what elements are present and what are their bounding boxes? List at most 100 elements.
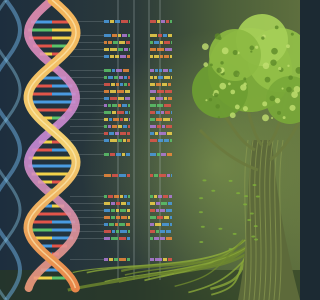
sequence-bar	[110, 90, 116, 93]
sequence-bar	[120, 230, 127, 233]
sequence-bar	[109, 118, 112, 121]
sequence-bar	[150, 174, 153, 177]
sequence-bar	[104, 111, 111, 114]
falling-leaf	[228, 179, 233, 182]
trunk-fiber	[273, 139, 279, 300]
falling-leaf	[200, 225, 205, 228]
sequence-bar	[169, 69, 172, 72]
sequence-bar	[127, 132, 130, 135]
sequence-bar	[162, 125, 165, 128]
falling-leaf	[254, 238, 259, 241]
sequence-bar	[168, 34, 172, 37]
leaf	[234, 104, 240, 110]
sequence-bar	[163, 258, 167, 261]
falling-leaf	[199, 241, 204, 244]
leaf	[250, 50, 253, 53]
tree-layer	[67, 14, 300, 300]
sequence-bar	[150, 90, 156, 93]
sequence-bar	[165, 48, 172, 51]
sequence-bar	[104, 48, 109, 51]
leaf	[203, 62, 209, 67]
leaf	[278, 67, 282, 71]
sequence-bar	[150, 76, 153, 79]
sequence-bar	[116, 209, 119, 212]
sequence-bar	[120, 195, 123, 198]
leaf	[291, 91, 298, 99]
sequence-bar	[157, 125, 161, 128]
sequence-bar	[124, 76, 127, 79]
sequence-bar	[104, 97, 109, 100]
sequence-bar	[128, 83, 130, 86]
illustration	[0, 0, 300, 300]
leaf	[219, 82, 227, 90]
sequence-bar	[109, 132, 114, 135]
leaf	[293, 85, 300, 93]
trunk-fiber	[243, 139, 249, 300]
leaf	[295, 66, 300, 74]
sequence-bar	[166, 209, 172, 212]
sequence-bar	[156, 209, 159, 212]
sequence-bar	[111, 216, 115, 219]
leaf	[218, 36, 222, 41]
sequence-bar	[104, 125, 107, 128]
leaf	[276, 110, 282, 115]
sequence-bar	[129, 48, 130, 51]
sequence-bar	[164, 55, 169, 58]
falling-leaf	[243, 203, 248, 206]
sequence-bar	[104, 209, 110, 212]
sequence-bar	[104, 90, 109, 93]
sequence-bar	[170, 55, 172, 58]
sequence-bar	[110, 97, 117, 100]
sequence-bar	[119, 76, 123, 79]
falling-leaf	[228, 248, 233, 251]
sequence-bar	[150, 202, 155, 205]
leaf	[289, 104, 296, 111]
sequence-bar	[104, 223, 108, 226]
leaf	[220, 61, 224, 65]
sequence-bar	[104, 153, 109, 156]
sequence-bar	[166, 20, 169, 23]
sequence-bar	[127, 258, 130, 261]
leaf	[228, 82, 231, 86]
falling-leaf	[247, 219, 252, 222]
sequence-layer	[70, 0, 172, 280]
sequence-bar	[157, 104, 163, 107]
leaf	[274, 25, 279, 30]
sequence-bar	[128, 76, 130, 79]
sequence-bar	[109, 258, 113, 261]
sequence-bar	[128, 104, 130, 107]
sequence-bar	[150, 209, 155, 212]
leaf	[255, 45, 259, 49]
sequence-bar	[167, 174, 170, 177]
sequence-bar	[108, 195, 113, 198]
sequence-bar	[171, 111, 172, 114]
sequence-bar	[127, 139, 130, 142]
sequence-bar	[154, 41, 159, 44]
leaf	[210, 63, 213, 67]
sequence-bar	[129, 20, 130, 23]
sequence-bar	[104, 237, 110, 240]
sequence-bar	[110, 153, 115, 156]
sequence-bar	[156, 202, 160, 205]
sequence-bar	[150, 195, 153, 198]
leaf	[215, 104, 220, 109]
sequence-bar	[129, 111, 130, 114]
sequence-bar	[163, 34, 167, 37]
sequence-bar	[168, 97, 172, 100]
sequence-bar	[116, 83, 119, 86]
sequence-bar	[163, 118, 170, 121]
sequence-bar	[162, 223, 169, 226]
sequence-bar	[116, 69, 122, 72]
sequence-bar	[110, 55, 114, 58]
sequence-bar	[112, 69, 115, 72]
sequence-bar	[118, 97, 124, 100]
sequence-bar	[171, 41, 172, 44]
sequence-bar	[128, 125, 130, 128]
sequence-bar	[161, 202, 167, 205]
sequence-bar	[158, 76, 163, 79]
sequence-bar	[150, 48, 156, 51]
sequence-bar	[111, 83, 115, 86]
sequence-bar	[161, 111, 164, 114]
leaf	[270, 59, 277, 66]
leaf	[240, 84, 247, 91]
